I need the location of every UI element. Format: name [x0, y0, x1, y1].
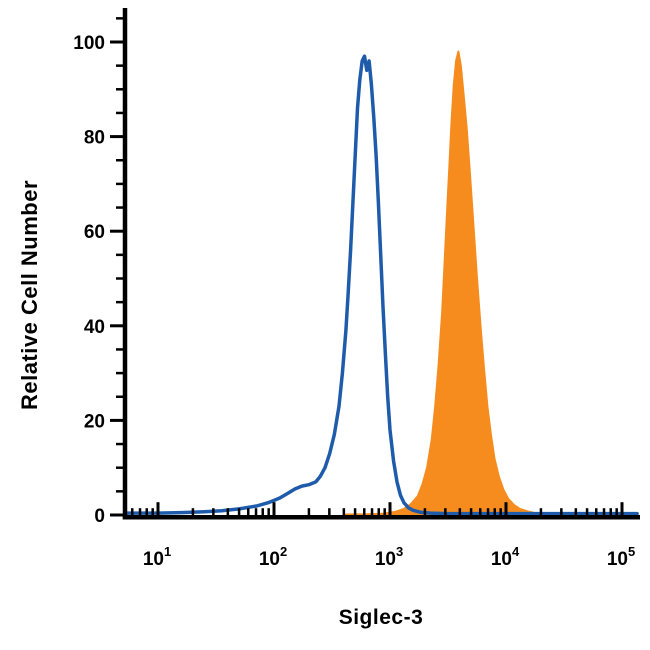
x-axis-title: Siglec-3 [338, 606, 424, 629]
y-tick-label: 0 [94, 506, 105, 527]
y-tick-label: 80 [84, 128, 105, 149]
y-axis-title: Relative Cell Number [17, 179, 42, 411]
open-blue-histogram [123, 54, 639, 516]
filled-orange-histogram [342, 50, 565, 516]
x-tick-label: 103 [375, 544, 403, 570]
x-tick-label: 105 [607, 544, 635, 570]
x-tick-label: 101 [143, 544, 171, 570]
y-tick-label: 100 [73, 33, 105, 54]
x-tick-label: 102 [259, 544, 287, 570]
y-tick-label: 40 [84, 317, 105, 338]
y-tick-label: 60 [84, 222, 105, 243]
y-tick-label: 20 [84, 411, 105, 432]
x-tick-label: 104 [491, 544, 520, 570]
